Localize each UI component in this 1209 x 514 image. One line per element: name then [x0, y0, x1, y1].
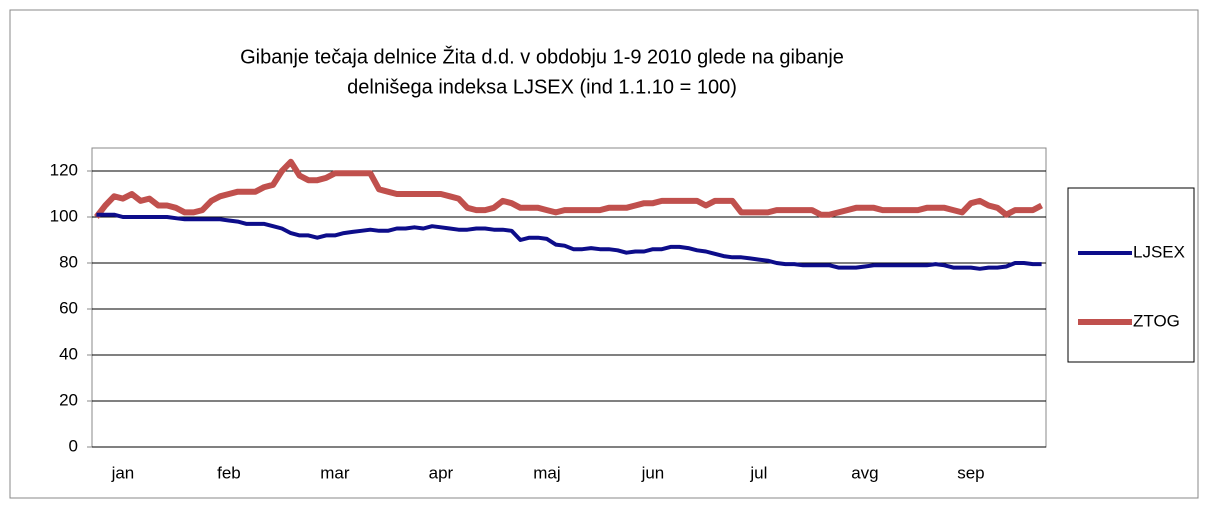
legend-box — [1067, 187, 1195, 363]
x-tick-label: sep — [957, 463, 984, 482]
line-series — [96, 212, 1042, 271]
x-tick-label: jan — [111, 463, 135, 482]
legend-label: ZTOG — [1133, 311, 1180, 330]
chart-title: Gibanje tečaja delnice Žita d.d. v obdob… — [240, 45, 844, 68]
x-tick-label: feb — [217, 463, 241, 482]
legend-label: LJSEX — [1133, 242, 1185, 261]
x-tick-label: avg — [851, 463, 878, 482]
y-tick-label: 100 — [50, 206, 78, 225]
y-tick-label: 40 — [59, 344, 78, 363]
y-tick-label: 20 — [59, 390, 78, 409]
y-tick-label: 120 — [50, 160, 78, 179]
y-tick-label: 80 — [59, 252, 78, 271]
line-series — [94, 158, 1043, 219]
x-tick-label: maj — [533, 463, 560, 482]
x-tick-label: jun — [641, 463, 665, 482]
y-tick-label: 60 — [59, 298, 78, 317]
x-tick-label: apr — [429, 463, 454, 482]
chart-title: delnišega indeksa LJSEX (ind 1.1.10 = 10… — [347, 76, 737, 98]
x-tick-label: jul — [749, 463, 767, 482]
chart-frame — [9, 9, 1199, 499]
x-tick-label: mar — [320, 463, 350, 482]
y-tick-label: 0 — [69, 436, 78, 455]
